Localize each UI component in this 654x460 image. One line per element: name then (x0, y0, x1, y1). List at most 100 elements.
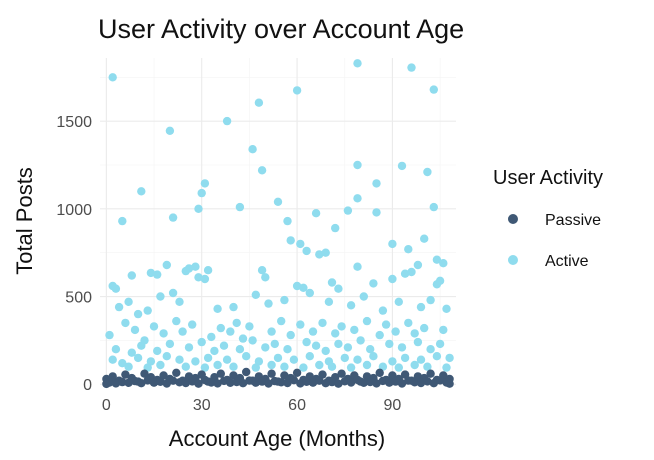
point-passive (353, 375, 362, 385)
point-passive (308, 378, 318, 387)
point-active (381, 320, 391, 329)
point-active (203, 353, 213, 363)
point-passive (423, 377, 432, 386)
point-passive (277, 378, 286, 387)
point-active (299, 283, 308, 292)
point-active (111, 284, 121, 293)
x-tick-label: 60 (288, 397, 306, 414)
point-passive (289, 376, 299, 385)
legend-key-passive (508, 214, 518, 224)
point-active (369, 352, 378, 361)
point-passive (346, 378, 356, 387)
point-passive (426, 369, 435, 378)
point-active (137, 187, 146, 196)
point-passive (445, 379, 454, 388)
point-passive (216, 369, 225, 378)
point-active (203, 266, 213, 275)
point-active (235, 202, 245, 212)
point-passive (238, 379, 248, 388)
point-active (254, 98, 264, 107)
point-active (137, 341, 146, 350)
point-active (356, 336, 365, 345)
point-active (337, 322, 346, 331)
point-active (222, 355, 232, 364)
point-active (283, 345, 292, 354)
point-active (442, 304, 451, 313)
point-active (372, 179, 381, 188)
point-active (435, 339, 445, 349)
point-active (118, 359, 127, 368)
point-active (118, 216, 127, 226)
point-active (350, 325, 359, 335)
point-active (172, 316, 181, 326)
legend-label-active: Active (545, 253, 589, 270)
point-active (219, 341, 229, 350)
point-active (289, 355, 299, 364)
point-active (188, 320, 197, 329)
point-active (299, 363, 308, 372)
point-passive (429, 379, 438, 388)
legend-label-passive: Passive (545, 212, 601, 229)
point-active (410, 329, 419, 338)
point-active (121, 318, 130, 328)
point-passive (232, 377, 241, 387)
point-active (277, 316, 286, 326)
point-active (286, 236, 295, 245)
point-passive (194, 379, 203, 388)
point-active (191, 262, 200, 271)
point-active (296, 320, 305, 329)
point-passive (410, 378, 419, 387)
point-active (302, 246, 311, 256)
point-passive (334, 379, 343, 388)
point-active (362, 360, 372, 370)
point-active (432, 255, 442, 264)
point-active (124, 362, 133, 371)
legend: User Activity Passive Active (493, 167, 603, 270)
point-passive (188, 377, 197, 386)
point-active (165, 126, 175, 135)
point-active (156, 292, 165, 301)
point-active (210, 346, 219, 356)
point-passive (280, 371, 289, 380)
point-active (353, 160, 362, 170)
x-tick-label: 90 (384, 397, 402, 414)
point-active (200, 363, 210, 372)
point-active (439, 325, 448, 335)
point-active (270, 339, 279, 349)
point-passive (296, 379, 305, 388)
point-active (416, 302, 426, 312)
point-active (168, 288, 178, 298)
point-active (404, 318, 413, 328)
point-active (343, 206, 353, 215)
point-active (143, 306, 152, 315)
point-passive (397, 379, 407, 388)
point-active (410, 360, 419, 370)
point-active (175, 355, 184, 364)
point-active (232, 318, 241, 328)
point-active (222, 116, 232, 126)
point-active (404, 245, 413, 254)
point-active (324, 297, 334, 306)
plot-grid (100, 58, 456, 386)
point-passive (168, 376, 178, 385)
point-active (127, 348, 136, 357)
x-axis-title: Account Age (Months) (169, 426, 385, 451)
chart-title: User Activity over Account Age (98, 14, 464, 44)
point-active (194, 204, 203, 213)
point-active (273, 197, 283, 206)
point-passive (121, 370, 130, 379)
point-active (369, 279, 378, 288)
point-active (162, 352, 171, 361)
y-tick-label: 1000 (56, 202, 92, 219)
point-active (416, 355, 426, 364)
point-passive (375, 368, 384, 377)
point-active (191, 357, 200, 366)
point-active (311, 341, 321, 350)
point-active (108, 355, 117, 364)
point-active (346, 301, 356, 310)
point-active (426, 295, 435, 305)
point-passive (213, 379, 222, 388)
point-passive (359, 378, 368, 387)
point-active (343, 343, 353, 352)
point-passive (327, 377, 337, 387)
